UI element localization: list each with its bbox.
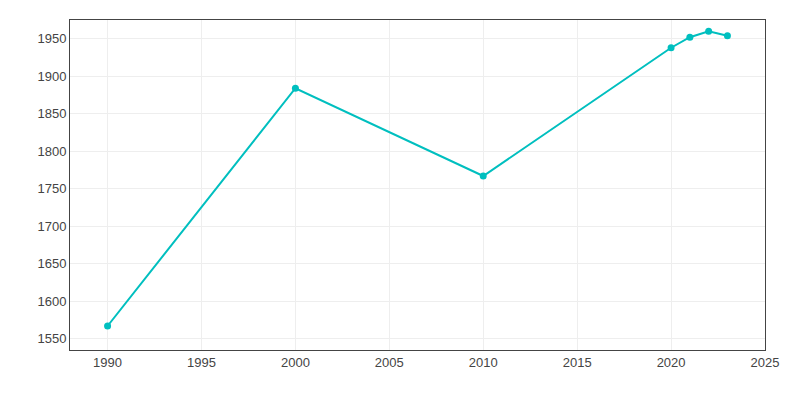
svg-text:2015: 2015 [563,355,592,370]
svg-text:1950: 1950 [37,31,66,46]
svg-text:1995: 1995 [187,355,216,370]
svg-text:1900: 1900 [37,69,66,84]
svg-text:2005: 2005 [375,355,404,370]
svg-text:1600: 1600 [37,294,66,309]
svg-text:2010: 2010 [469,355,498,370]
svg-text:1550: 1550 [37,331,66,346]
svg-text:1990: 1990 [93,355,122,370]
svg-text:2020: 2020 [657,355,686,370]
svg-text:1800: 1800 [37,144,66,159]
svg-text:2025: 2025 [751,355,780,370]
svg-text:1750: 1750 [37,181,66,196]
svg-text:1650: 1650 [37,256,66,271]
svg-text:1700: 1700 [37,219,66,234]
svg-text:2000: 2000 [281,355,310,370]
svg-text:1850: 1850 [37,106,66,121]
